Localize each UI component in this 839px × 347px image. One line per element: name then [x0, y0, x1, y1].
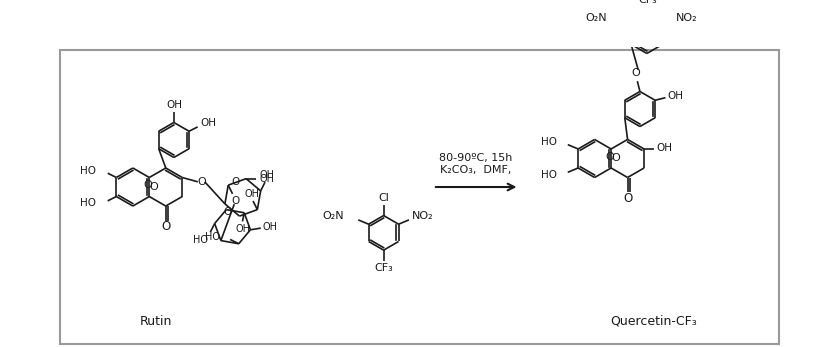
Text: O: O	[162, 220, 171, 233]
Text: O: O	[149, 182, 158, 192]
Text: 80-90ºC, 15h: 80-90ºC, 15h	[440, 153, 513, 163]
Text: NO₂: NO₂	[676, 14, 697, 24]
Text: O: O	[198, 177, 206, 187]
Text: OH: OH	[263, 222, 278, 232]
Text: OH: OH	[668, 91, 684, 101]
Text: Quercetin-CF₃: Quercetin-CF₃	[610, 315, 697, 328]
Text: OH: OH	[245, 189, 260, 199]
Text: Rutin: Rutin	[140, 315, 172, 328]
Text: HO: HO	[80, 167, 96, 176]
Text: O: O	[605, 152, 614, 162]
Text: OH: OH	[259, 170, 274, 180]
Text: HO: HO	[205, 232, 220, 242]
Text: O: O	[623, 192, 633, 205]
Text: HO: HO	[541, 170, 557, 180]
Text: O: O	[231, 196, 239, 206]
Text: OH: OH	[236, 224, 251, 234]
Text: OH: OH	[167, 100, 183, 110]
Text: OH: OH	[259, 174, 274, 184]
Text: O: O	[232, 177, 240, 187]
FancyBboxPatch shape	[60, 50, 779, 344]
Text: Cl: Cl	[378, 193, 389, 203]
Text: HO: HO	[541, 137, 557, 147]
Text: HO: HO	[80, 197, 96, 208]
Text: O: O	[223, 207, 232, 217]
Text: CF₃: CF₃	[374, 263, 393, 273]
Text: O₂N: O₂N	[323, 211, 345, 221]
Text: O: O	[611, 153, 620, 163]
Text: O: O	[143, 180, 152, 190]
Text: OH: OH	[657, 143, 673, 153]
Text: HO: HO	[193, 235, 208, 245]
Text: O₂N: O₂N	[586, 14, 607, 24]
Text: O: O	[631, 68, 640, 78]
Text: OH: OH	[200, 118, 216, 128]
Text: CF₃: CF₃	[638, 0, 657, 5]
Text: K₂CO₃,  DMF,: K₂CO₃, DMF,	[440, 165, 512, 175]
Text: NO₂: NO₂	[412, 211, 434, 221]
